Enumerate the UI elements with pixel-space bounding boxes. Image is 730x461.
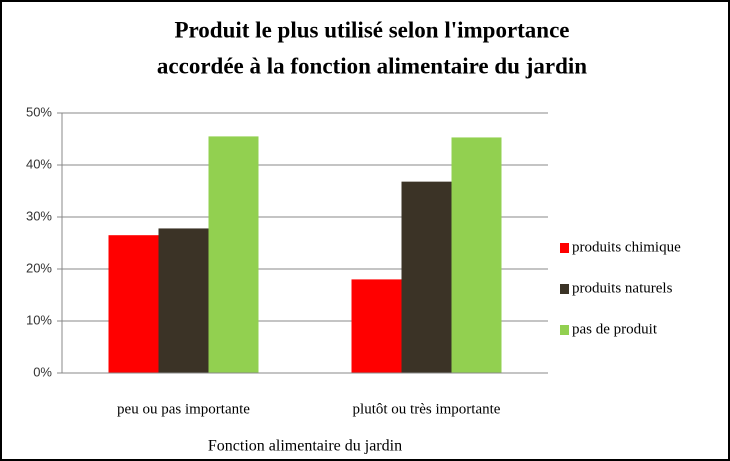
bar [351, 279, 402, 373]
chart-title: accordée à la fonction alimentaire du ja… [157, 53, 587, 78]
y-tick-label: 50% [26, 104, 52, 119]
bar [401, 181, 452, 373]
y-tick-label: 30% [26, 208, 52, 223]
legend-label: pas de produit [572, 321, 658, 337]
y-tick-label: 10% [26, 312, 52, 327]
y-tick-label: 40% [26, 156, 52, 171]
bar [158, 228, 209, 373]
legend-label: produits chimique [572, 239, 681, 255]
y-tick-label: 20% [26, 260, 52, 275]
x-axis-title: Fonction alimentaire du jardin [208, 438, 402, 455]
legend-swatch [560, 284, 569, 294]
x-tick-label: peu ou pas importante [117, 401, 250, 417]
y-tick-label: 0% [33, 364, 52, 379]
bar [451, 137, 502, 373]
legend-swatch [560, 325, 569, 335]
x-tick-label: plutôt ou très importante [353, 401, 501, 417]
legend-label: produits naturels [572, 280, 673, 296]
legend-swatch [560, 243, 569, 253]
chart-title: Produit le plus utilisé selon l'importan… [174, 17, 569, 42]
bar [208, 136, 259, 373]
bar [108, 235, 159, 373]
